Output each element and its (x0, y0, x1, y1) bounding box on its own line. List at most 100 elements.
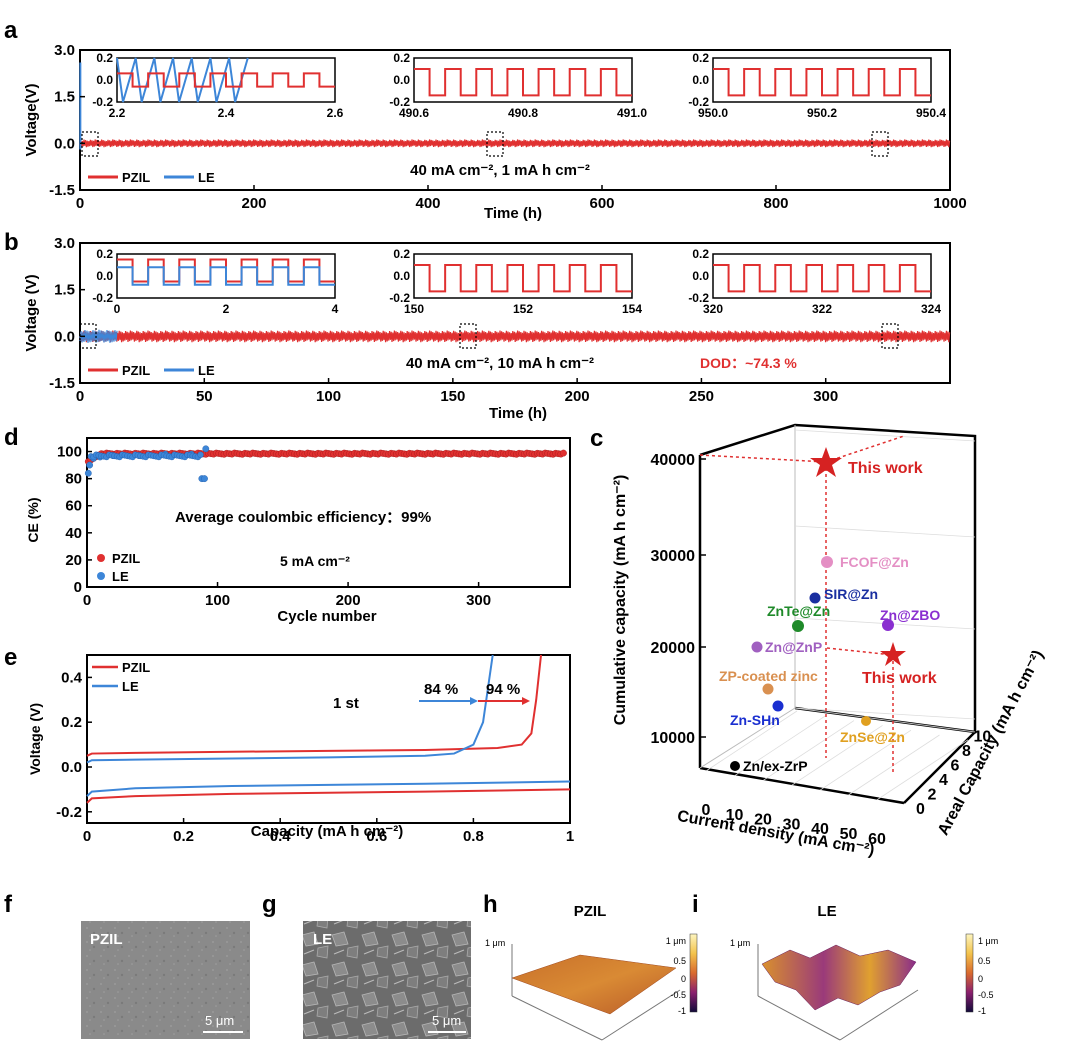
label-znse-zn: ZnSe@Zn (840, 729, 905, 745)
legend-label-pzil: PZIL (122, 660, 150, 675)
y-tick-label-a: 1.5 (54, 89, 75, 106)
x-tick-label-b: 100 (316, 388, 341, 405)
panel-d: d CE (%) 0 100 200 300 0 20 40 60 80 100 Cycle nu… (4, 424, 571, 625)
current-label-d: 5 mA cm⁻² (280, 553, 350, 569)
x-tick-label-b: 300 (813, 388, 838, 405)
pct-arrows-e (419, 697, 530, 705)
x-tick-label-c: 40 (811, 821, 829, 838)
plot-frame-d (86, 437, 571, 588)
point-zn-shn (772, 700, 784, 712)
z-axis-label-c: Cumulative capacity (mA h cm⁻²) (612, 475, 629, 726)
x-tick-label-c: 60 (868, 831, 886, 848)
x-tick-label-e: 0.2 (173, 828, 194, 845)
x-tick-label-a: 0 (76, 195, 84, 212)
grid-3d (705, 429, 976, 801)
grid-line-c (791, 725, 883, 786)
inset-x-tick-label: 152 (513, 302, 533, 316)
y-tick-label-c: 10 (974, 729, 992, 746)
afm-zlabel-h: 1 μm (485, 938, 505, 948)
point-le (202, 445, 210, 453)
inset-series-pzil (713, 264, 931, 293)
y-tick-label-c: 2 (928, 787, 937, 804)
y-tick-label-c: 6 (951, 758, 960, 775)
afm-title-pzil: PZIL (574, 903, 607, 920)
plot-frame-b (79, 242, 951, 384)
inset-y-tick-label: -0.2 (92, 291, 113, 305)
x-tick-label-d: 300 (466, 592, 491, 609)
inset-y-tick-label: -0.2 (92, 95, 113, 109)
inset-y-tick-label: -0.2 (389, 95, 410, 109)
colorbar-tick-h-1: 0.5 (673, 956, 686, 966)
series-pzil-e (86, 654, 543, 757)
inset-y-tick-label: 0.0 (692, 269, 709, 283)
y-tick-label-d: 20 (65, 552, 82, 569)
afm-axes-i (757, 944, 919, 1041)
grid-line-c (794, 707, 976, 720)
sem-image-pzil (81, 921, 250, 1039)
point-znte-zn (792, 620, 804, 632)
legend-label-le: LE (198, 170, 215, 185)
colorbar-tick-h-4: -1 (678, 1006, 686, 1016)
point-fcof-zn (821, 556, 833, 568)
label-zn-zbo: Zn@ZBO (880, 607, 940, 623)
legend-a: PZIL LE (88, 170, 215, 185)
panel-letter-c: c (590, 425, 603, 452)
z-tick-label-c: 10000 (651, 730, 696, 747)
grid-line-c (762, 720, 855, 781)
panel-letter-e: e (4, 644, 17, 671)
inset-x-tick-label: 2.2 (109, 106, 126, 120)
x-tick-label-a: 600 (589, 195, 614, 212)
zoom-marker (881, 323, 899, 349)
panel-h: h PZIL 1 μm 1 μm 0.5 0 -0.5 -1 (483, 891, 698, 1041)
y-tick-label-b: 1.5 (54, 282, 75, 299)
x-tick-label-c: 0 (702, 802, 711, 819)
inset-x-tick-label: 490.8 (508, 106, 538, 120)
inset-series-pzil (117, 72, 335, 88)
inset-x-tick-label: 4 (332, 302, 339, 316)
panel-e: e Voltage (V) 0 0.2 0.4 0.6 0.8 1 -0.2 0.0 0.2 0.… (4, 644, 574, 845)
point-sir-zn (809, 592, 821, 604)
x-tick-label-c: 20 (754, 812, 772, 829)
y-axis-label-e: Voltage (V) (27, 703, 43, 775)
inset-x-tick-label: 324 (921, 302, 941, 316)
inset-x-tick-label: 150 (404, 302, 424, 316)
label-zn-shn: Zn-SHn (730, 712, 780, 728)
panel-letter-g: g (262, 891, 277, 918)
series-pzil-b (79, 330, 951, 343)
inset-x-tick-label: 0 (114, 302, 121, 316)
x-tick-label-b: 200 (565, 388, 590, 405)
point-zn-znp (751, 641, 763, 653)
label-fcof-zn: FCOF@Zn (840, 554, 909, 570)
star-this-work-mid (880, 642, 906, 666)
arrowhead-le (470, 697, 478, 705)
star-this-work-top (810, 447, 842, 477)
sem-label-le: LE (313, 931, 332, 948)
inset-y-tick-label: 0.2 (692, 247, 709, 261)
annotation-d: Average coulombic efficiency：99% (175, 509, 431, 526)
box-y-axis (903, 731, 976, 804)
x-tick-label-d: 100 (205, 592, 230, 609)
x-tick-label-b: 250 (689, 388, 714, 405)
point-zn-ex-zrp (730, 761, 740, 771)
annotation-a: 40 mA cm⁻², 1 mA h cm⁻² (410, 162, 590, 179)
label-znte-zn: ZnTe@Zn (767, 603, 830, 619)
x-tick-label-a: 200 (241, 195, 266, 212)
panel-letter-i: i (692, 891, 699, 918)
legend-label-le: LE (122, 679, 139, 694)
point-le (201, 475, 208, 483)
x-tick-label-e: 1 (566, 828, 574, 845)
inset-x-tick-label: 320 (703, 302, 723, 316)
y-tick-label-d: 80 (65, 471, 82, 488)
grid-line-c (848, 734, 940, 796)
y-tick-label-e: -0.2 (56, 804, 82, 821)
panel-letter-a: a (4, 17, 18, 44)
axes-a: 0 200 400 600 800 1000 -1.5 0.0 1.5 3.0 (49, 42, 967, 212)
point-le (84, 469, 92, 477)
x-axis-label-a: Time (h) (484, 205, 542, 222)
legend-b: PZIL LE (88, 363, 215, 378)
